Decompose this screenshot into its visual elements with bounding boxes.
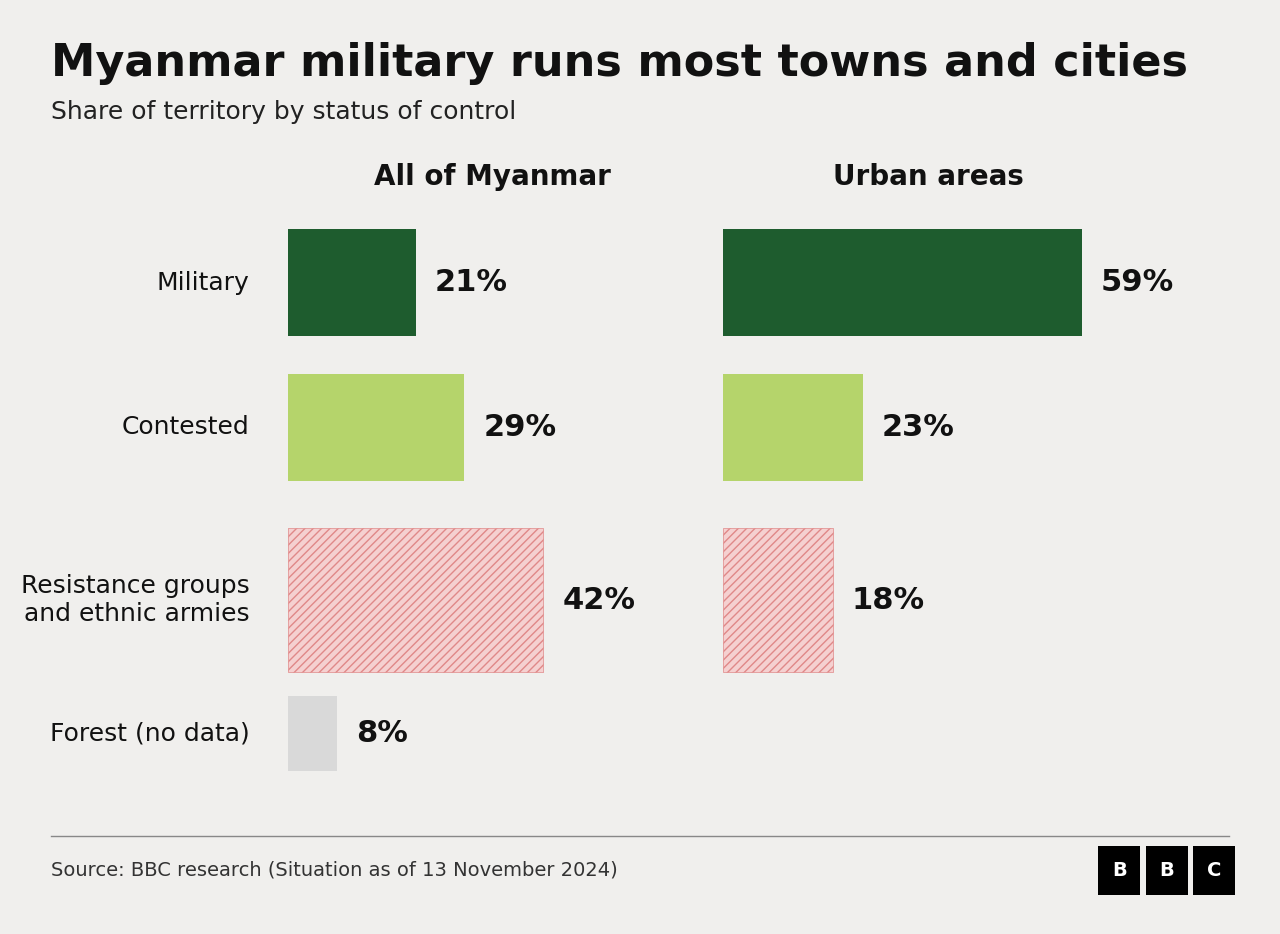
Text: C: C [1207,861,1221,880]
Text: 21%: 21% [435,268,508,297]
Text: Share of territory by status of control: Share of territory by status of control [51,100,516,124]
Text: Contested: Contested [122,416,250,439]
Text: 23%: 23% [882,413,955,442]
Text: Myanmar military runs most towns and cities: Myanmar military runs most towns and cit… [51,42,1188,85]
Text: B: B [1112,861,1126,880]
Text: B: B [1160,861,1174,880]
Text: Forest (no data): Forest (no data) [50,721,250,745]
Text: Resistance groups
and ethnic armies: Resistance groups and ethnic armies [20,574,250,626]
Text: Source: BBC research (Situation as of 13 November 2024): Source: BBC research (Situation as of 13… [51,861,618,880]
Text: Military: Military [157,271,250,294]
Text: 29%: 29% [484,413,557,442]
Text: 18%: 18% [851,586,925,615]
Text: 42%: 42% [562,586,635,615]
Text: Urban areas: Urban areas [832,163,1024,191]
Text: All of Myanmar: All of Myanmar [374,163,612,191]
Text: 8%: 8% [356,718,407,748]
Text: 59%: 59% [1101,268,1174,297]
